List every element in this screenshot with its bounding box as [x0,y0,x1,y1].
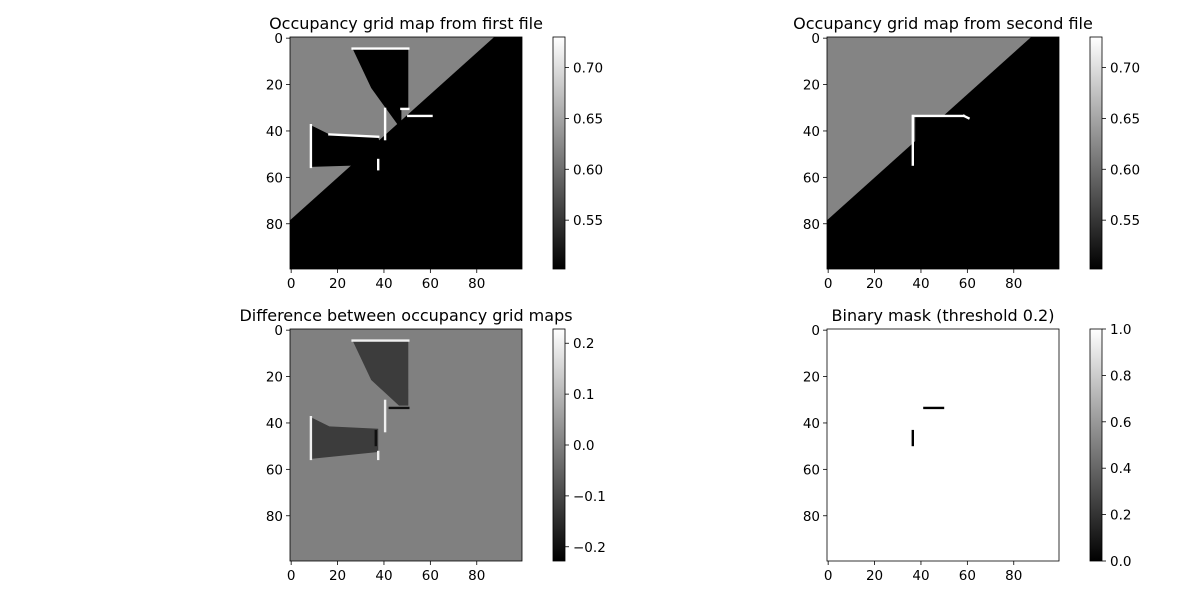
x-tick-label: 40 [375,568,392,584]
colorbar [1090,37,1102,269]
free-region [827,37,1059,269]
y-tick-label: 60 [266,170,283,186]
background [827,329,1059,561]
colorbar-frame [1089,328,1103,562]
x-tick-label: 20 [866,276,883,292]
y-tick-label: 20 [803,78,820,94]
colorbar-tick-label: 0.2 [1110,508,1131,524]
heatmap-image [290,37,522,269]
x-tick-label: 20 [866,568,883,584]
occupied-cells [962,114,971,120]
colorbar-tick-label: 0.0 [1110,554,1131,570]
axes-frame [289,36,523,270]
colorbar-frame [552,36,566,270]
x-tick-label: 0 [824,568,833,584]
y-tick-label: 0 [811,323,820,339]
heatmap-image [827,329,1059,561]
y-tick-label: 0 [811,31,820,47]
x-tick-label: 0 [824,276,833,292]
y-tick-label: 20 [266,370,283,386]
colorbar-tick-label: 0.0 [573,438,594,454]
x-tick-label: 80 [1005,568,1022,584]
y-tick-label: 60 [803,170,820,186]
colorbar-tick-label: 0.6 [1110,415,1131,431]
axes-frame [826,328,1060,562]
y-tick-label: 40 [266,416,283,432]
colorbar-tick-label: 0.8 [1110,368,1131,384]
x-tick-label: 40 [912,568,929,584]
free-region [310,125,386,167]
y-tick-label: 80 [266,509,283,525]
y-tick-label: 0 [274,31,283,47]
colorbar-tick-label: 0.55 [1110,213,1140,229]
colorbar-tick-label: 0.70 [1110,61,1140,77]
y-tick-label: 80 [803,509,820,525]
colorbar-tick-label: 0.65 [1110,111,1140,127]
y-tick-label: 20 [803,370,820,386]
changed-region [310,417,379,459]
x-tick-label: 40 [912,276,929,292]
y-tick-label: 20 [266,78,283,94]
panel-4: Binary mask (threshold 0.2) 0 20 40 60 80 0 20 4… [803,306,1132,584]
y-tick-label: 40 [803,416,820,432]
x-tick-label: 0 [287,568,296,584]
x-tick-label: 60 [422,568,439,584]
changed-region [352,340,409,406]
panel-title: Binary mask (threshold 0.2) [832,306,1055,325]
x-tick-label: 60 [959,568,976,584]
axes-frame [826,36,1060,270]
heatmap-image [290,329,522,561]
x-tick-label: 20 [329,276,346,292]
colorbar-tick-label: 0.1 [573,387,594,403]
x-tick-label: 60 [959,276,976,292]
y-tick-label: 40 [803,124,820,140]
free-region [290,37,522,269]
panel-title: Occupancy grid map from first file [269,14,543,33]
y-tick-label: 0 [274,323,283,339]
colorbar-tick-label: 0.60 [573,162,603,178]
x-tick-label: 80 [468,276,485,292]
x-tick-label: 40 [375,276,392,292]
free-region [352,48,409,130]
colorbar-tick-label: 0.55 [573,213,603,229]
y-tick-label: 40 [266,124,283,140]
y-tick-label: 80 [803,217,820,233]
colorbar-tick-label: 0.2 [573,336,594,352]
colorbar-frame [1089,36,1103,270]
x-tick-label: 0 [287,276,296,292]
colorbar [553,37,565,269]
colorbar [553,329,565,561]
colorbar-tick-label: 0.70 [573,61,603,77]
occupied-cells [328,133,380,139]
axes-frame [289,328,523,562]
y-tick-label: 60 [803,462,820,478]
colorbar-tick-label: 0.4 [1110,461,1131,477]
free-region [915,115,964,167]
x-tick-label: 20 [329,568,346,584]
colorbar-tick-label: −0.2 [573,540,606,556]
panel-title: Occupancy grid map from second file [793,14,1093,33]
y-tick-label: 80 [266,217,283,233]
x-tick-label: 80 [468,568,485,584]
colorbar-tick-label: 0.60 [1110,162,1140,178]
colorbar-tick-label: 0.65 [573,111,603,127]
colorbar-tick-label: 1.0 [1110,322,1131,338]
colorbar [1090,329,1102,561]
heatmap-image [827,37,1059,269]
x-tick-label: 80 [1005,276,1022,292]
x-tick-label: 60 [422,276,439,292]
y-tick-label: 60 [266,462,283,478]
colorbar-tick-label: −0.1 [573,489,606,505]
panel-title: Difference between occupancy grid maps [239,306,572,325]
